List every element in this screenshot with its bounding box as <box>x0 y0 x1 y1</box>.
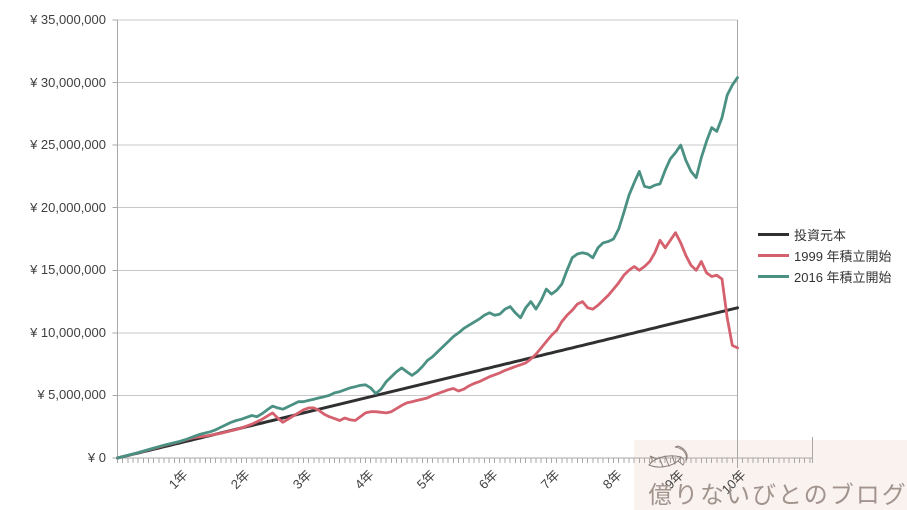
y-axis-label: ¥ 10,000,000 <box>30 324 106 340</box>
legend-item: 2016 年積立開始 <box>758 266 892 287</box>
y-axis-label: ¥ 5,000,000 <box>37 387 106 403</box>
series-line <box>116 231 739 460</box>
y-axis-label: ¥ 20,000,000 <box>30 199 106 215</box>
fish-logo-icon <box>648 445 688 468</box>
y-axis-label: ¥ 30,000,000 <box>30 74 106 90</box>
legend-label: 2016 年積立開始 <box>794 270 892 285</box>
legend-label: 1999 年積立開始 <box>794 249 892 264</box>
series-line <box>116 76 739 460</box>
y-axis-label: ¥ 0 <box>87 450 106 465</box>
y-axis-label: ¥ 35,000,000 <box>30 12 106 27</box>
legend-line-swatch <box>758 233 789 236</box>
legend-item: 投資元本 <box>758 224 892 245</box>
watermark-text: 億りないびとのブログ <box>648 481 907 509</box>
legend-line-swatch <box>758 254 789 257</box>
y-axis-label: ¥ 25,000,000 <box>30 137 106 153</box>
y-axis-label: ¥ 15,000,000 <box>30 262 106 278</box>
watermark-background <box>634 440 907 510</box>
legend-item: 1999 年積立開始 <box>758 245 892 266</box>
legend-label: 投資元本 <box>794 228 847 243</box>
legend: 投資元本 1999 年積立開始 2016 年積立開始 <box>758 224 892 287</box>
legend-line-swatch <box>758 275 789 278</box>
